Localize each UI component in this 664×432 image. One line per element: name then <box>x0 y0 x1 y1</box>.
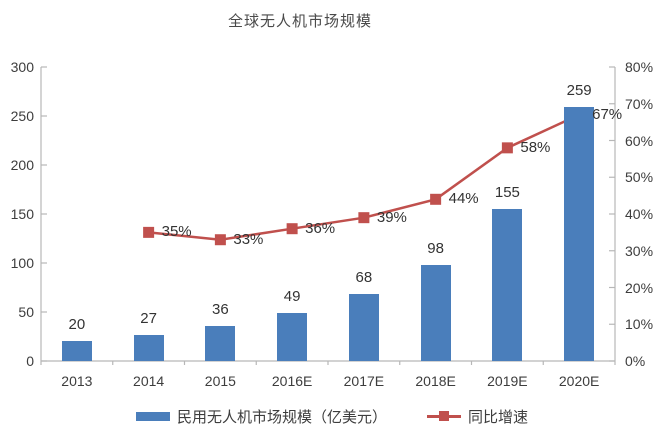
legend-item-bar-series: 民用无人机市场规模（亿美元） <box>135 406 387 427</box>
bar-2013 <box>61 341 92 361</box>
line-series-swatch-icon <box>427 411 461 421</box>
right-axis-tick-label: 40% <box>625 206 654 222</box>
right-axis-tick-label: 0% <box>625 353 646 369</box>
right-axis-tick-label: 60% <box>625 132 654 149</box>
legend-bar-label: 民用无人机市场规模（亿美元） <box>176 409 387 426</box>
x-axis-label: 2018E <box>415 373 456 389</box>
growth-value-label: 35% <box>161 223 192 241</box>
growth-value-label: 58% <box>520 138 551 156</box>
chart-title: 全球无人机市场规模 <box>227 13 372 30</box>
bar-value-label: 49 <box>283 287 301 305</box>
bar-value-label: 36 <box>212 300 229 318</box>
left-axis-tick-label: 50 <box>18 304 34 320</box>
bar-value-label: 27 <box>140 309 157 327</box>
bar-2017E <box>348 294 379 361</box>
growth-line-marker <box>430 193 442 205</box>
legend-line-label: 同比增速 <box>468 409 529 426</box>
bar-value-label: 68 <box>355 269 373 287</box>
growth-value-label: 44% <box>448 190 479 208</box>
left-axis-tick-label: 250 <box>10 108 34 124</box>
bar-value-label: 259 <box>566 82 592 100</box>
growth-line-marker <box>143 226 155 238</box>
x-axis-label: 2017E <box>343 373 385 389</box>
right-axis-tick-label: 10% <box>625 316 654 333</box>
bar-2014 <box>133 334 164 361</box>
x-axis-label: 2019E <box>487 373 528 389</box>
bar-value-label: 155 <box>494 184 520 202</box>
x-axis-label: 2016E <box>271 373 313 389</box>
x-axis-label: 2020E <box>558 373 600 389</box>
bar-2019E <box>492 209 523 361</box>
bar-series-swatch-icon <box>135 412 170 421</box>
growth-value-label: 39% <box>376 208 407 226</box>
left-axis-tick-label: 150 <box>10 206 34 222</box>
left-axis-tick-label: 0 <box>26 353 34 369</box>
x-axis-label: 2013 <box>61 373 93 389</box>
x-axis-label: 2015 <box>204 373 236 389</box>
growth-line-marker <box>286 223 298 235</box>
bar-2020E <box>564 107 595 361</box>
left-axis-tick-label: 300 <box>10 59 34 75</box>
right-axis-tick-label: 30% <box>625 242 654 259</box>
growth-line-marker <box>358 212 370 224</box>
line-marker-icon <box>439 411 449 421</box>
right-axis-tick-label: 80% <box>625 59 654 75</box>
right-axis-tick-label: 50% <box>625 169 654 186</box>
left-axis-tick-label: 200 <box>10 157 34 173</box>
bar-value-label: 98 <box>427 239 444 257</box>
bar-value-label: 20 <box>68 316 86 334</box>
growth-value-label: 36% <box>305 219 336 237</box>
growth-line-marker <box>501 142 513 154</box>
growth-value-label: 67% <box>592 105 623 123</box>
legend: 民用无人机市场规模（亿美元） 同比增速 <box>0 406 664 427</box>
bar-2015 <box>205 325 236 361</box>
right-axis-tick-label: 20% <box>625 279 654 296</box>
right-axis-tick-label: 70% <box>625 95 654 112</box>
bar-2018E <box>420 264 451 361</box>
growth-value-label: 33% <box>233 230 264 248</box>
bar-2016E <box>277 312 308 361</box>
growth-line-marker <box>214 234 226 246</box>
legend-item-line-series: 同比增速 <box>427 406 528 427</box>
x-axis-label: 2014 <box>133 373 165 389</box>
left-axis-tick-label: 100 <box>10 255 34 271</box>
